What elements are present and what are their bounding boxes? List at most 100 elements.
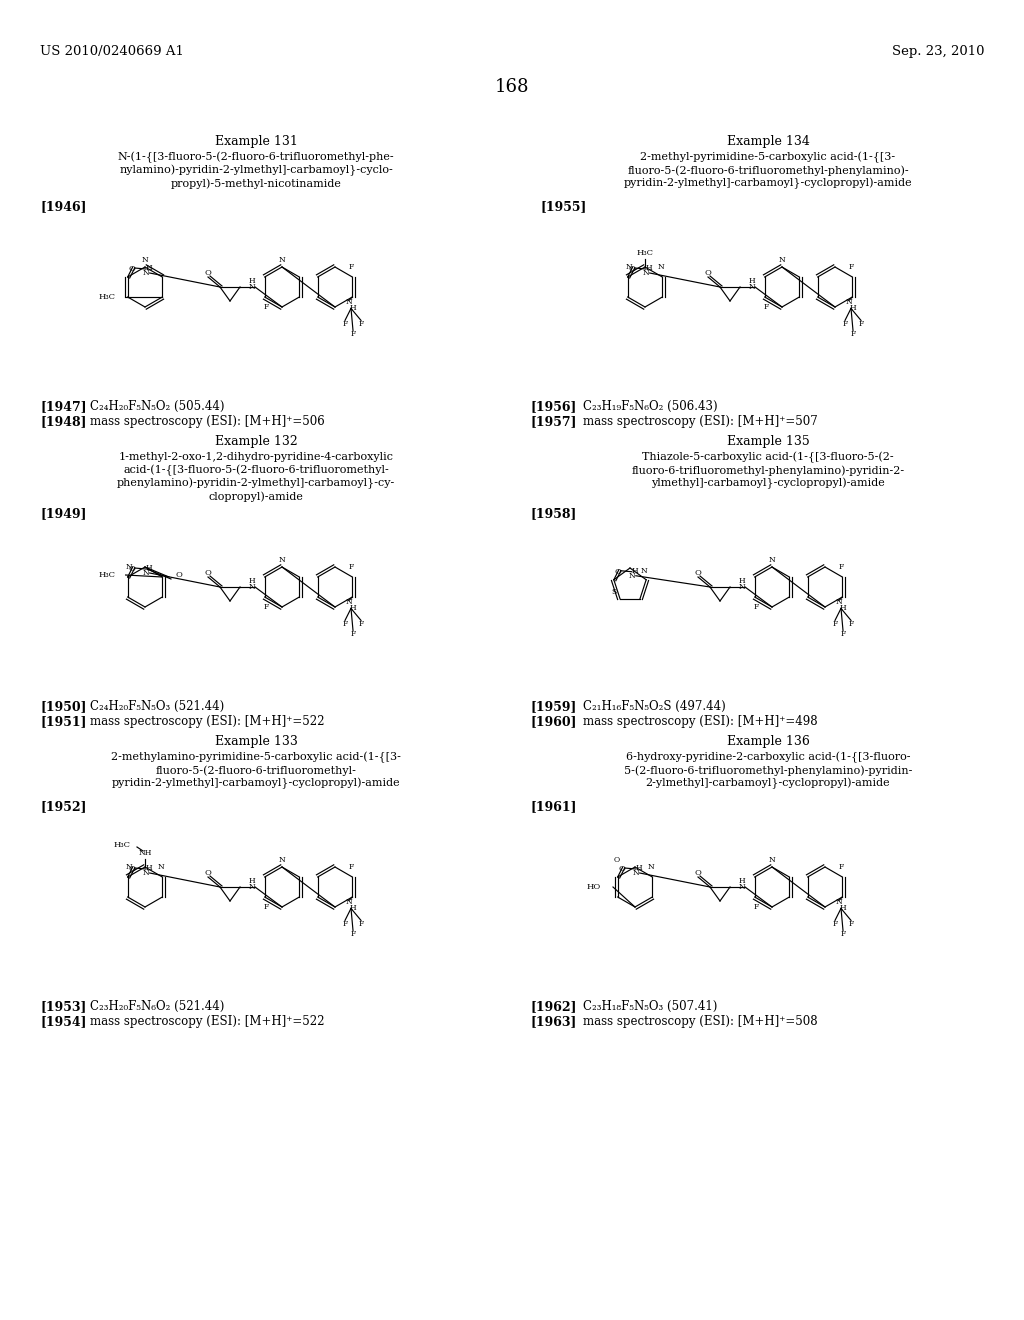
Text: N: N [626, 263, 633, 271]
Text: N: N [142, 869, 150, 876]
Text: mass spectroscopy (ESI): [M+H]⁺=506: mass spectroscopy (ESI): [M+H]⁺=506 [90, 414, 325, 428]
Text: N: N [769, 556, 775, 564]
Text: nylamino)-pyridin-2-ylmethyl]-carbamoyl}-cyclo-: nylamino)-pyridin-2-ylmethyl]-carbamoyl}… [119, 165, 393, 177]
Text: H: H [738, 876, 745, 884]
Text: H: H [249, 277, 255, 285]
Text: O: O [629, 265, 635, 273]
Text: O: O [614, 568, 622, 576]
Text: 6-hydroxy-pyridine-2-carboxylic acid-(1-{[3-fluoro-: 6-hydroxy-pyridine-2-carboxylic acid-(1-… [626, 752, 910, 763]
Text: F: F [848, 620, 854, 628]
Text: N: N [279, 855, 286, 865]
Text: N: N [346, 598, 352, 606]
Text: H: H [632, 566, 638, 574]
Text: [1961]: [1961] [530, 800, 577, 813]
Text: C₂₃H₁₉F₅N₆O₂ (506.43): C₂₃H₁₉F₅N₆O₂ (506.43) [583, 400, 718, 413]
Text: O: O [694, 869, 701, 876]
Text: F: F [848, 920, 854, 928]
Text: fluoro-6-trifluoromethyl-phenylamino)-pyridin-2-: fluoro-6-trifluoromethyl-phenylamino)-py… [632, 465, 904, 475]
Text: mass spectroscopy (ESI): [M+H]⁺=522: mass spectroscopy (ESI): [M+H]⁺=522 [90, 715, 325, 729]
Text: 168: 168 [495, 78, 529, 96]
Text: F: F [263, 304, 268, 312]
Text: O: O [694, 569, 701, 577]
Text: N: N [249, 583, 255, 591]
Text: F: F [833, 620, 838, 628]
Text: 2-methyl-pyrimidine-5-carboxylic acid-(1-{[3-: 2-methyl-pyrimidine-5-carboxylic acid-(1… [640, 152, 896, 164]
Text: F: F [858, 321, 863, 329]
Text: N: N [836, 598, 843, 606]
Text: H₃C: H₃C [637, 249, 653, 257]
Text: O: O [128, 565, 135, 573]
Text: N: N [846, 298, 852, 306]
Text: S: S [611, 587, 616, 595]
Text: [1950]: [1950] [40, 700, 86, 713]
Text: NH: NH [138, 849, 152, 857]
Text: F: F [263, 603, 268, 611]
Text: F: F [348, 862, 353, 871]
Text: 5-(2-fluoro-6-trifluoromethyl-phenylamino)-pyridin-: 5-(2-fluoro-6-trifluoromethyl-phenylamin… [624, 766, 912, 776]
Text: H: H [645, 264, 652, 272]
Text: [1956]: [1956] [530, 400, 577, 413]
Text: O: O [128, 265, 135, 273]
Text: Example 131: Example 131 [215, 135, 297, 148]
Text: O: O [128, 865, 135, 873]
Text: H: H [850, 305, 856, 313]
Text: Example 134: Example 134 [727, 135, 809, 148]
Text: N: N [778, 256, 785, 264]
Text: [1960]: [1960] [530, 715, 577, 729]
Text: N: N [158, 862, 165, 871]
Text: C₂₁H₁₆F₅N₅O₂S (497.44): C₂₁H₁₆F₅N₅O₂S (497.44) [583, 700, 726, 713]
Text: F: F [358, 321, 364, 329]
Text: H: H [349, 305, 356, 313]
Text: pyridin-2-ylmethyl]-carbamoyl}-cyclopropyl)-amide: pyridin-2-ylmethyl]-carbamoyl}-cycloprop… [624, 178, 912, 189]
Text: Example 135: Example 135 [727, 436, 809, 447]
Text: F: F [342, 920, 347, 928]
Text: C₂₄H₂₀F₅N₅O₂ (505.44): C₂₄H₂₀F₅N₅O₂ (505.44) [90, 400, 224, 413]
Text: O: O [705, 269, 712, 277]
Text: [1948]: [1948] [40, 414, 86, 428]
Text: [1947]: [1947] [40, 400, 87, 413]
Text: phenylamino)-pyridin-2-ylmethyl]-carbamoyl}-cy-: phenylamino)-pyridin-2-ylmethyl]-carbamo… [117, 478, 395, 490]
Text: F: F [342, 620, 347, 628]
Text: F: F [763, 304, 769, 312]
Text: H: H [145, 264, 152, 272]
Text: mass spectroscopy (ESI): [M+H]⁺=522: mass spectroscopy (ESI): [M+H]⁺=522 [90, 1015, 325, 1028]
Text: 2-methylamino-pyrimidine-5-carboxylic acid-(1-{[3-: 2-methylamino-pyrimidine-5-carboxylic ac… [111, 752, 401, 763]
Text: N: N [279, 556, 286, 564]
Text: O: O [614, 855, 621, 863]
Text: N-(1-{[3-fluoro-5-(2-fluoro-6-trifluoromethyl-phe-: N-(1-{[3-fluoro-5-(2-fluoro-6-trifluorom… [118, 152, 394, 164]
Text: O: O [175, 572, 182, 579]
Text: H: H [738, 577, 745, 585]
Text: N: N [769, 855, 775, 865]
Text: HO: HO [587, 883, 601, 891]
Text: F: F [839, 862, 844, 871]
Text: O: O [205, 869, 211, 876]
Text: F: F [350, 631, 355, 639]
Text: N: N [738, 583, 745, 591]
Text: N: N [279, 256, 286, 264]
Text: N: N [629, 572, 635, 579]
Text: H: H [635, 865, 642, 873]
Text: [1954]: [1954] [40, 1015, 86, 1028]
Text: F: F [263, 903, 268, 911]
Text: N: N [836, 899, 843, 907]
Text: 1-methyl-2-oxo-1,2-dihydro-pyridine-4-carboxylic: 1-methyl-2-oxo-1,2-dihydro-pyridine-4-ca… [119, 451, 393, 462]
Text: mass spectroscopy (ESI): [M+H]⁺=507: mass spectroscopy (ESI): [M+H]⁺=507 [583, 414, 818, 428]
Text: [1959]: [1959] [530, 700, 577, 713]
Text: N: N [642, 269, 649, 277]
Text: US 2010/0240669 A1: US 2010/0240669 A1 [40, 45, 184, 58]
Text: fluoro-5-(2-fluoro-6-trifluoromethyl-: fluoro-5-(2-fluoro-6-trifluoromethyl- [156, 766, 356, 776]
Text: F: F [754, 903, 759, 911]
Text: F: F [843, 321, 848, 329]
Text: N: N [346, 298, 352, 306]
Text: N: N [641, 568, 647, 576]
Text: [1963]: [1963] [530, 1015, 577, 1028]
Text: O: O [205, 569, 211, 577]
Text: [1953]: [1953] [40, 1001, 86, 1012]
Text: mass spectroscopy (ESI): [M+H]⁺=508: mass spectroscopy (ESI): [M+H]⁺=508 [583, 1015, 817, 1028]
Text: F: F [841, 631, 846, 639]
Text: F: F [839, 562, 844, 570]
Text: F: F [833, 920, 838, 928]
Text: Example 132: Example 132 [215, 436, 297, 447]
Text: clopropyl)-amide: clopropyl)-amide [209, 491, 303, 502]
Text: Sep. 23, 2010: Sep. 23, 2010 [892, 45, 984, 58]
